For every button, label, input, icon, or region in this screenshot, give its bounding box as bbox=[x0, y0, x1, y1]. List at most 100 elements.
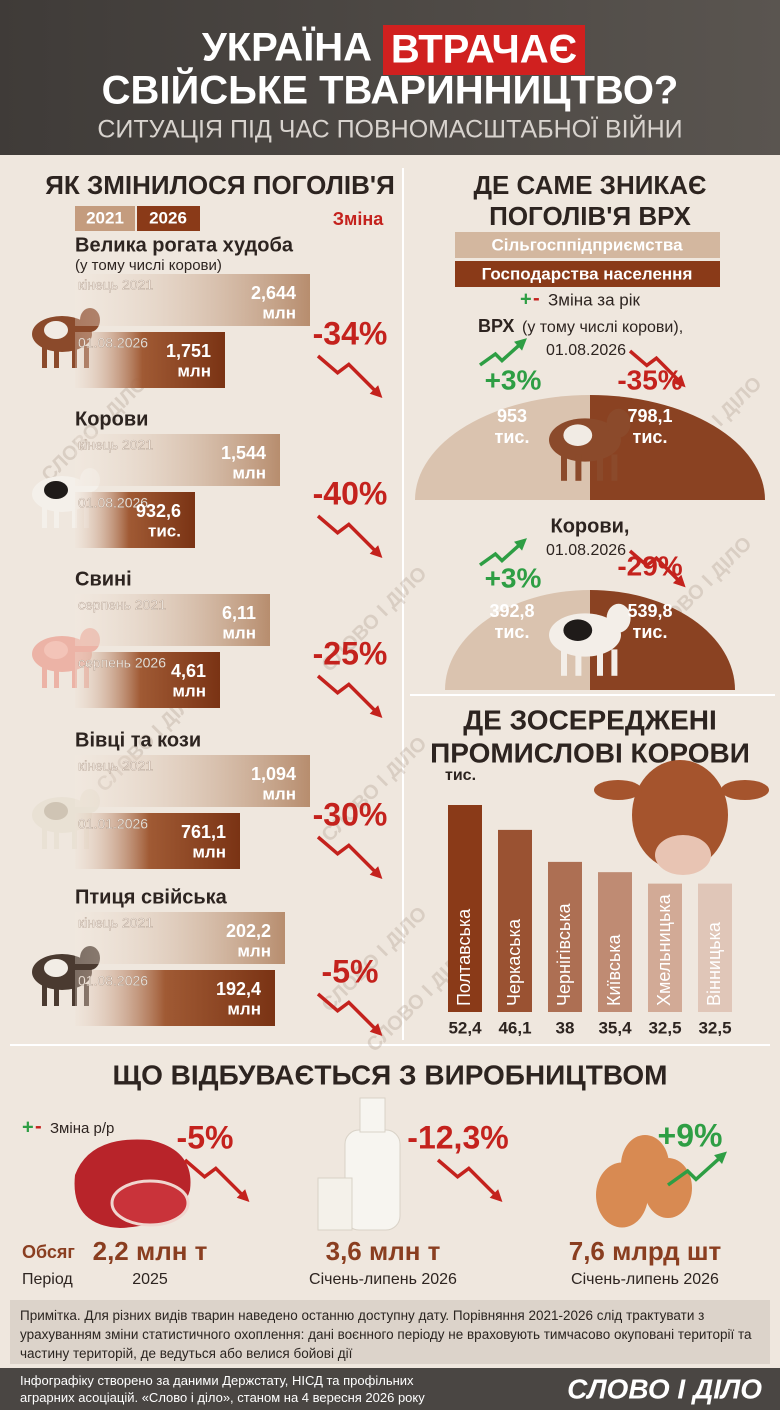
animal-illustration bbox=[72, 346, 77, 368]
trend-arrow bbox=[478, 339, 526, 367]
unit-label: млн bbox=[192, 842, 226, 861]
value-label: 38 bbox=[556, 1018, 575, 1037]
bar bbox=[448, 805, 482, 1012]
animal-illustration bbox=[44, 802, 68, 820]
legend-sign: + bbox=[22, 1116, 34, 1138]
animal-illustration bbox=[575, 649, 582, 676]
unit-label: млн bbox=[227, 999, 261, 1018]
trend-arrowhead bbox=[369, 545, 383, 559]
animal-illustration bbox=[72, 666, 77, 688]
value-label: 52,4 bbox=[448, 1018, 482, 1037]
value-label: 192,4 bbox=[216, 979, 261, 999]
value-label: 761,1 bbox=[181, 822, 226, 842]
bar-2026 bbox=[75, 970, 275, 1026]
title-highlight: ВТРАЧАЄ bbox=[391, 28, 577, 72]
category-label: Київська bbox=[604, 933, 624, 1006]
bar-2021 bbox=[75, 594, 270, 646]
animal-illustration bbox=[563, 424, 593, 447]
bar bbox=[598, 872, 632, 1012]
category-label: Чернігівська bbox=[554, 902, 574, 1006]
group-name: Корови, bbox=[550, 515, 629, 537]
value-label: 35,4 bbox=[598, 1018, 632, 1037]
unit-label: тис. bbox=[148, 521, 181, 540]
legend-label: Сільгосппідприємства bbox=[491, 235, 683, 254]
period-label: 01.08.2026 bbox=[78, 335, 148, 351]
legend-swatch bbox=[455, 232, 720, 258]
trend-arrowhead bbox=[369, 866, 383, 880]
change-value: -30% bbox=[313, 796, 388, 832]
unit-label: млн bbox=[177, 361, 211, 380]
trend-arrowhead bbox=[369, 1023, 383, 1037]
animal-illustration bbox=[42, 666, 47, 688]
bar-2026 bbox=[75, 813, 240, 869]
legend-sign: - bbox=[533, 287, 540, 309]
animal-illustration bbox=[42, 346, 47, 368]
legend-label: Зміна за рік bbox=[548, 290, 641, 309]
category-label: Черкаська bbox=[504, 918, 524, 1006]
bar-2021 bbox=[75, 912, 285, 964]
trend-arrowhead bbox=[672, 574, 686, 588]
milk-illustration bbox=[344, 1129, 401, 1231]
item-name: Птиця свійська bbox=[75, 886, 228, 908]
period-value: Січень-липень 2026 bbox=[571, 1271, 719, 1288]
trend-arrow bbox=[436, 1158, 501, 1201]
trend-arrowhead bbox=[514, 538, 527, 551]
change-value: -34% bbox=[313, 315, 388, 351]
change-value: +3% bbox=[485, 364, 542, 395]
bar-2026 bbox=[75, 492, 195, 548]
value-label: 1,544 bbox=[221, 443, 266, 463]
section-title: ПОГОЛІВ'Я ВРХ bbox=[489, 201, 691, 231]
trend-arrow bbox=[316, 835, 381, 878]
period-value: Січень-липень 2026 bbox=[309, 1271, 457, 1288]
source: Інфографіку створено за даними Держстату… bbox=[20, 1373, 425, 1405]
change-value: -5% bbox=[322, 953, 379, 989]
legend-label: 2026 bbox=[149, 208, 187, 227]
animal-illustration bbox=[54, 506, 59, 528]
legend-swatch bbox=[137, 206, 200, 231]
animal-illustration bbox=[72, 506, 77, 528]
legend-swatch bbox=[455, 261, 720, 287]
animal-illustration bbox=[561, 454, 567, 481]
change-value: -40% bbox=[313, 475, 388, 511]
trend-arrow bbox=[183, 1158, 248, 1201]
dome-enterprises bbox=[445, 590, 590, 690]
animal-illustration bbox=[72, 827, 77, 849]
change-value: -29% bbox=[617, 550, 682, 581]
value-label: 46,1 bbox=[498, 1018, 531, 1037]
dome-households bbox=[590, 395, 765, 500]
trend-arrowhead bbox=[672, 374, 686, 388]
owner-unit: тис. bbox=[633, 427, 668, 447]
trend-arrow bbox=[628, 349, 685, 386]
volume-value: 3,6 млн т bbox=[326, 1236, 441, 1266]
title: СВІЙСЬКЕ ТВАРИННИЦТВО? bbox=[102, 67, 679, 113]
change-value: -12,3% bbox=[407, 1119, 508, 1155]
note: Примітка. Для різних видів тварин наведе… bbox=[20, 1308, 752, 1361]
value-label: 1,094 bbox=[251, 764, 296, 784]
animal-illustration bbox=[54, 666, 59, 688]
trend-arrow bbox=[478, 539, 526, 567]
animal-illustration bbox=[563, 619, 593, 641]
section-title: ЩО ВІДБУВАЄТЬСЯ З ВИРОБНИЦТВОМ bbox=[113, 1059, 668, 1090]
bar bbox=[498, 829, 532, 1012]
bar-2021 bbox=[75, 274, 310, 326]
item-note: (у тому числі корови) bbox=[75, 257, 222, 274]
animal-illustration bbox=[44, 959, 68, 977]
category-label: Вінницька bbox=[704, 921, 724, 1006]
legend-label: 2021 bbox=[86, 208, 124, 227]
legend-sign: + bbox=[520, 288, 532, 310]
unit-label: млн bbox=[262, 784, 296, 803]
bar-2026 bbox=[75, 332, 225, 388]
period-label: Період bbox=[22, 1271, 73, 1288]
trend-arrow bbox=[316, 354, 381, 397]
meat-illustration bbox=[110, 1179, 190, 1227]
bar-2026 bbox=[75, 652, 220, 708]
owner-value: 392,8 bbox=[489, 601, 534, 621]
owner-value: 798,1 bbox=[627, 406, 672, 426]
unit-label: млн bbox=[262, 303, 296, 322]
trend-arrowhead bbox=[714, 1151, 727, 1165]
period-label: серпень 2021 bbox=[78, 597, 166, 613]
item-name: Вівці та кози bbox=[75, 729, 201, 751]
egg-illustration bbox=[621, 1135, 669, 1195]
unit-label: млн bbox=[237, 941, 271, 960]
